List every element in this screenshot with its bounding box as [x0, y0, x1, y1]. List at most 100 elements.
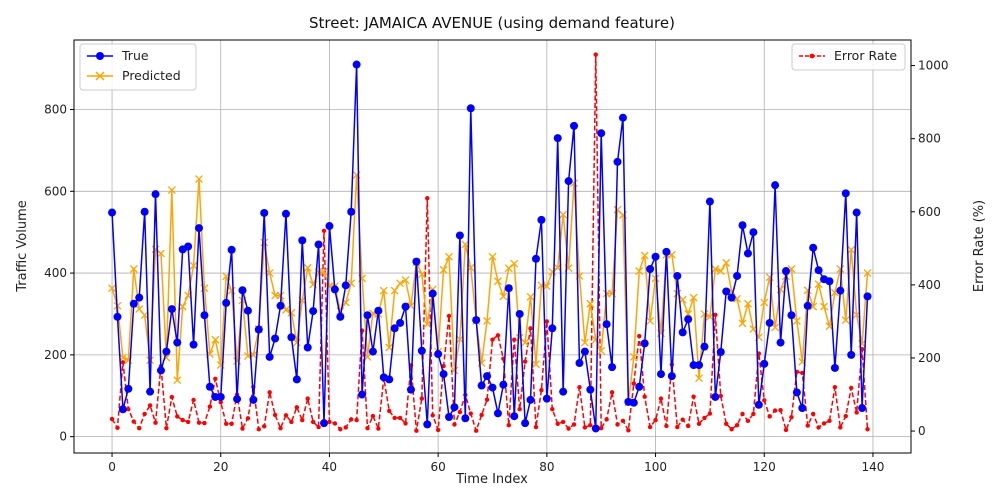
y-tick-label: 0 [59, 430, 67, 444]
series-line-true [111, 63, 869, 430]
data-point-true [776, 338, 785, 347]
data-point-predicted [439, 265, 448, 274]
data-point-predicted [532, 360, 540, 369]
data-point-true [700, 342, 709, 351]
data-point-predicted [738, 319, 747, 328]
data-point-predicted [760, 298, 769, 307]
data-point-true [406, 385, 415, 394]
legend-left: True Predicted [79, 43, 197, 91]
data-point-error-rate [376, 426, 381, 431]
y2-tick-label: 1000 [918, 59, 949, 73]
data-point-error-rate [642, 394, 647, 399]
data-point-true [651, 252, 660, 261]
y2-tick-label: 200 [918, 351, 941, 365]
plot-frame [73, 39, 912, 454]
data-point-true [733, 271, 742, 280]
data-point-predicted [178, 302, 187, 311]
data-point-true [852, 208, 861, 217]
data-point-true [792, 388, 801, 397]
y2-tick-label: 800 [918, 132, 941, 146]
data-point-true [146, 387, 155, 396]
data-point-predicted [189, 261, 198, 270]
data-point-true [216, 392, 225, 401]
data-point-true [265, 352, 274, 361]
data-point-true [629, 398, 638, 407]
y2-tick-label: 600 [918, 205, 941, 219]
data-point-true [673, 271, 682, 280]
data-point-true [499, 380, 508, 389]
data-point-true [771, 181, 780, 190]
data-point-error-rate [593, 52, 598, 57]
data-point-predicted [695, 374, 703, 383]
data-point-error-rate [435, 427, 441, 433]
data-point-predicted [292, 338, 301, 347]
data-point-true [347, 207, 356, 216]
data-point-error-rate [789, 414, 794, 420]
data-point-predicted [195, 175, 203, 183]
data-point-error-rate [115, 425, 120, 430]
data-point-error-rate [495, 333, 501, 338]
data-point-true [809, 243, 818, 252]
data-point-true [564, 177, 573, 186]
data-point-true [412, 257, 421, 266]
data-point-true [330, 285, 339, 294]
data-point-error-rate [164, 425, 169, 431]
data-point-true [162, 347, 171, 356]
data-point-error-rate [457, 409, 463, 415]
data-point-error-rate [810, 411, 816, 417]
data-point-error-rate [805, 423, 810, 428]
data-point-error-rate [604, 417, 609, 422]
data-point-true [445, 413, 454, 422]
data-point-true [271, 334, 280, 343]
data-point-error-rate [109, 416, 115, 422]
data-point-true [281, 209, 290, 218]
data-point-true [521, 419, 530, 428]
data-point-predicted [559, 210, 568, 219]
data-point-error-rate [256, 427, 261, 432]
data-point-true [483, 372, 492, 381]
x-axis-label: Time Index [455, 472, 528, 487]
data-point-error-rate [365, 425, 370, 431]
data-point-predicted [146, 356, 155, 365]
data-point-true [249, 395, 258, 404]
ticks: 0 20 40 60 80 100 120 140 0 200 400 600 800 0 200 400 60… [44, 59, 948, 474]
data-point-predicted [705, 312, 714, 321]
data-point-predicted [841, 316, 850, 325]
data-point-error-rate [599, 425, 604, 431]
data-point-predicted [385, 343, 394, 352]
data-point-true [858, 404, 867, 413]
data-point-error-rate [327, 419, 332, 425]
series-layer [108, 52, 872, 433]
data-point-error-rate [680, 417, 685, 422]
data-point-error-rate [691, 394, 696, 399]
legend-predicted-label: Predicted [122, 68, 181, 83]
data-point-predicted [814, 280, 823, 289]
data-point-predicted [820, 302, 828, 311]
data-point-error-rate [397, 415, 403, 421]
data-point-error-rate [517, 406, 522, 412]
data-point-error-rate [223, 421, 229, 426]
y2-tick-label: 400 [918, 278, 941, 292]
data-point-predicted [445, 252, 453, 261]
data-point-true [417, 346, 426, 355]
data-point-true [646, 264, 655, 273]
data-point-true [613, 157, 622, 166]
data-point-true [341, 281, 350, 290]
data-point-error-rate [370, 413, 376, 419]
data-point-error-rate [615, 422, 620, 427]
x-tick-label: 20 [213, 460, 228, 474]
data-point-true [695, 361, 704, 370]
data-point-predicted [227, 286, 236, 295]
data-point-true [309, 307, 318, 316]
data-point-error-rate [180, 417, 185, 423]
data-point-error-rate [555, 421, 560, 426]
data-point-error-rate [185, 419, 191, 425]
data-point-error-rate [588, 423, 593, 428]
data-point-true [477, 381, 486, 390]
data-point-error-rate [865, 427, 870, 432]
data-point-error-rate [289, 419, 294, 425]
data-point-predicted [743, 299, 752, 308]
data-point-predicted [390, 286, 399, 295]
data-point-error-rate [702, 415, 707, 421]
